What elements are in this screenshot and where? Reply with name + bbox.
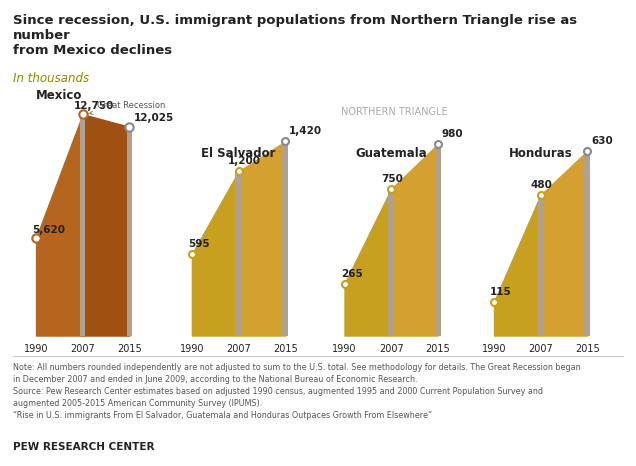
Text: 5,620: 5,620 bbox=[32, 225, 66, 234]
Bar bbox=[537, 195, 544, 336]
Text: 265: 265 bbox=[341, 268, 363, 279]
Text: 750: 750 bbox=[381, 174, 403, 184]
Text: 2007: 2007 bbox=[71, 344, 95, 354]
Text: 595: 595 bbox=[188, 239, 210, 249]
Text: 2015: 2015 bbox=[425, 344, 450, 354]
Text: 2007: 2007 bbox=[226, 344, 251, 354]
Text: Mexico: Mexico bbox=[36, 89, 83, 102]
Text: El Salvador: El Salvador bbox=[201, 147, 276, 160]
Text: 12,750: 12,750 bbox=[74, 101, 114, 111]
Bar bbox=[127, 127, 132, 336]
Text: 1,200: 1,200 bbox=[228, 157, 261, 166]
Text: Note: All numbers rounded independently are not adjusted to sum to the U.S. tota: Note: All numbers rounded independently … bbox=[13, 363, 580, 420]
Text: 2015: 2015 bbox=[575, 344, 600, 354]
Text: Great Recession: Great Recession bbox=[90, 101, 165, 115]
Text: 115: 115 bbox=[490, 287, 512, 297]
Text: PEW RESEARCH CENTER: PEW RESEARCH CENTER bbox=[13, 442, 154, 452]
Text: 630: 630 bbox=[591, 136, 612, 146]
Text: 1990: 1990 bbox=[481, 344, 506, 354]
Text: Since recession, U.S. immigrant populations from Northern Triangle rise as numbe: Since recession, U.S. immigrant populati… bbox=[13, 14, 577, 57]
Text: Guatemala: Guatemala bbox=[356, 147, 427, 160]
Text: 480: 480 bbox=[530, 180, 552, 190]
Text: 2015: 2015 bbox=[117, 344, 142, 354]
Text: 2007: 2007 bbox=[379, 344, 403, 354]
Text: 2015: 2015 bbox=[273, 344, 298, 354]
Bar bbox=[435, 144, 441, 336]
Text: 1990: 1990 bbox=[179, 344, 204, 354]
Text: 1,420: 1,420 bbox=[289, 126, 322, 136]
Text: NORTHERN TRIANGLE: NORTHERN TRIANGLE bbox=[341, 107, 448, 117]
Bar bbox=[80, 114, 85, 336]
Bar bbox=[235, 171, 242, 336]
Bar bbox=[584, 151, 590, 336]
Text: Honduras: Honduras bbox=[509, 147, 572, 160]
Text: 1990: 1990 bbox=[332, 344, 357, 354]
Text: 2007: 2007 bbox=[529, 344, 553, 354]
Text: 980: 980 bbox=[441, 129, 463, 139]
Text: 12,025: 12,025 bbox=[134, 113, 174, 123]
Text: In thousands: In thousands bbox=[13, 72, 89, 85]
Text: 1990: 1990 bbox=[24, 344, 48, 354]
Bar bbox=[388, 189, 394, 336]
Bar bbox=[282, 141, 288, 336]
